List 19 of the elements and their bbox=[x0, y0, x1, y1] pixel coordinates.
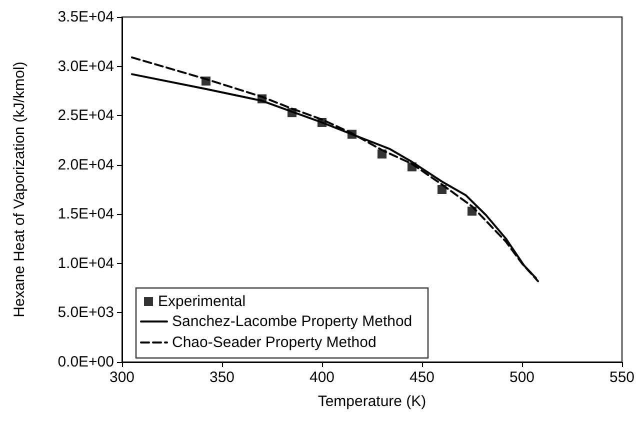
y-tick-label: 2.5E+04 bbox=[58, 107, 114, 124]
y-axis-title: Hexane Heat of Vaporization (kJ/kmol) bbox=[11, 62, 28, 318]
y-tick-label: 0.0E+00 bbox=[58, 354, 114, 370]
x-tick-label: 350 bbox=[209, 369, 235, 386]
x-tick-label: 400 bbox=[309, 369, 335, 386]
x-tick-label: 500 bbox=[509, 369, 535, 386]
y-tick-label: 3.0E+04 bbox=[58, 58, 114, 75]
y-tick-label: 3.5E+04 bbox=[58, 8, 114, 26]
legend-label: Sanchez-Lacombe Property Method bbox=[172, 313, 412, 330]
y-tick-label: 1.5E+04 bbox=[58, 206, 114, 223]
y-tick-label: 1.0E+04 bbox=[58, 254, 114, 272]
x-tick-label: 300 bbox=[109, 369, 135, 386]
legend-label: Experimental bbox=[158, 293, 246, 310]
y-tick-label: 5.0E+03 bbox=[58, 304, 114, 322]
y-tick-label: 2.0E+04 bbox=[58, 156, 114, 174]
x-tick-label: 450 bbox=[409, 369, 435, 386]
x-tick-label: 550 bbox=[609, 369, 635, 386]
legend-label: Chao-Seader Property Method bbox=[172, 334, 376, 351]
x-axis-title: Temperature (K) bbox=[318, 393, 426, 410]
